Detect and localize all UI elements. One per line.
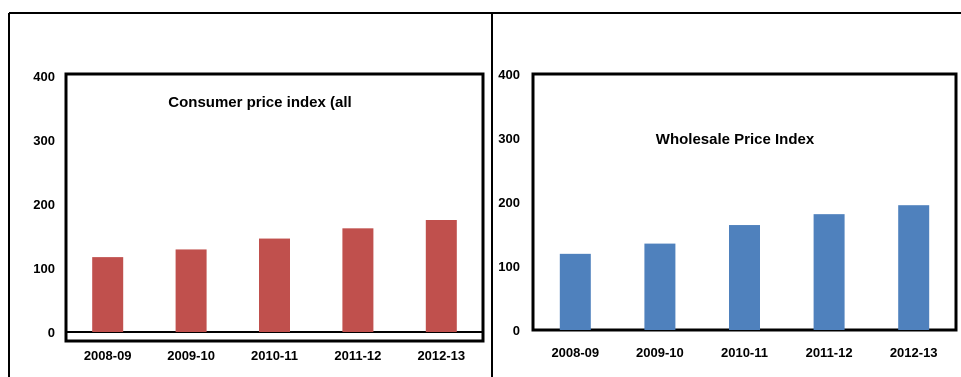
wpi-bar-2012-13 — [898, 205, 930, 330]
wpi-bars — [559, 205, 930, 330]
cpi-x-axis: 2008-09 2009-10 2010-11 2011-12 2012-13 — [84, 348, 465, 363]
wpi-x-axis: 2008-09 2009-10 2010-11 2011-12 2012-13 — [551, 345, 937, 360]
wpi-y-tick-label: 200 — [498, 195, 520, 210]
cpi-bar-2010-11 — [259, 238, 290, 332]
cpi-bar-2011-12 — [342, 228, 374, 332]
wpi-chart-title: Wholesale Price Index — [656, 131, 815, 148]
cpi-plot-border — [64, 72, 485, 343]
cpi-x-tick-label: 2009-10 — [167, 348, 215, 363]
cpi-y-tick-label: 200 — [33, 197, 55, 212]
cpi-bars — [92, 220, 457, 332]
wpi-x-tick-label: 2011-12 — [806, 345, 853, 360]
wpi-bar-2011-12 — [813, 214, 845, 330]
cpi-bar-2008-09 — [92, 257, 124, 332]
wpi-x-tick-label: 2010-11 — [721, 345, 768, 360]
wpi-y-tick-label: 300 — [498, 131, 520, 146]
cpi-chart: Consumer price index (all 0100200300400 … — [33, 69, 485, 363]
wpi-y-tick-label: 100 — [498, 259, 520, 274]
cpi-y-tick-label: 100 — [33, 261, 55, 276]
wpi-chart: Wholesale Price Index 0 100 200 300 400 2008… — [498, 67, 958, 360]
cpi-bar-2009-10 — [175, 249, 207, 332]
wpi-x-tick-label: 2012-13 — [890, 345, 938, 360]
wpi-bar-2008-09 — [559, 253, 591, 330]
wpi-bar-2010-11 — [729, 225, 760, 330]
cpi-y-tick-label: 400 — [33, 69, 55, 84]
cpi-bar-2012-13 — [425, 220, 457, 332]
wpi-x-tick-label: 2009-10 — [636, 345, 684, 360]
wpi-bar-2009-10 — [644, 243, 676, 330]
wpi-x-tick-label: 2008-09 — [551, 345, 599, 360]
cpi-x-tick-label: 2012-13 — [417, 348, 465, 363]
cpi-y-tick-label: 0 — [48, 325, 55, 340]
cpi-x-tick-label: 2011-12 — [334, 348, 381, 363]
cpi-y-tick-label: 300 — [33, 133, 55, 148]
cpi-x-tick-label: 2008-09 — [84, 348, 132, 363]
wpi-y-tick-label: 0 — [513, 323, 520, 338]
cpi-x-tick-label: 2010-11 — [251, 348, 298, 363]
wpi-y-tick-label: 400 — [498, 67, 520, 82]
cpi-chart-title: Consumer price index (all — [168, 94, 351, 111]
